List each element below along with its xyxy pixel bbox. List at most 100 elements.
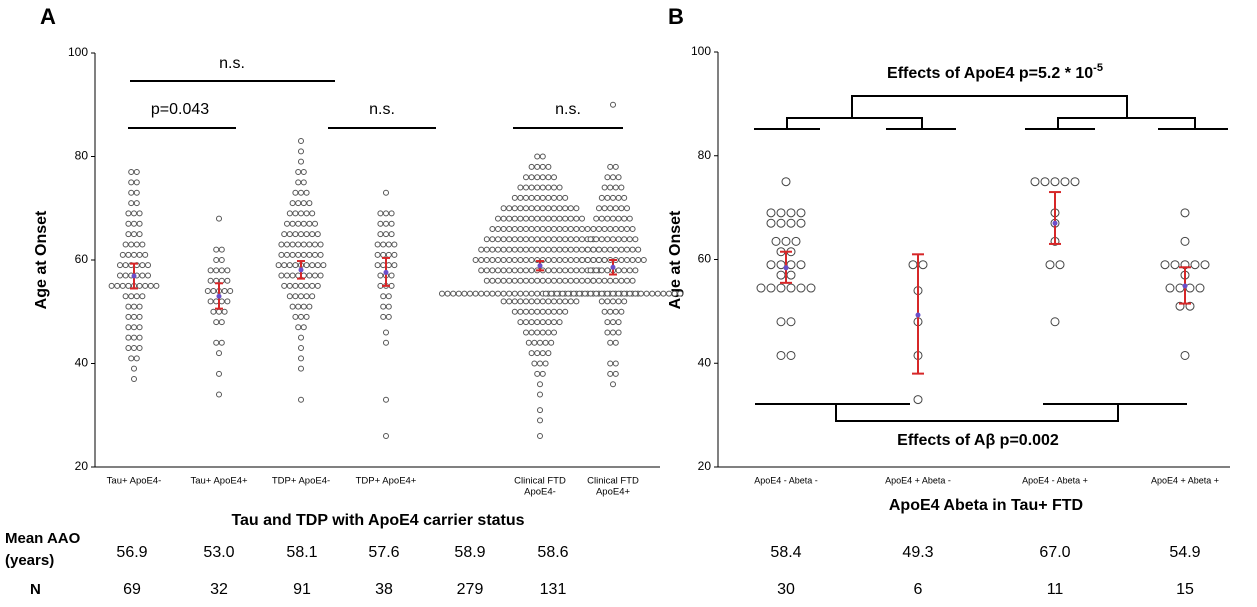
row-label: N [30, 581, 41, 598]
data-point [207, 277, 214, 284]
data-point [377, 231, 384, 238]
data-point [556, 184, 563, 191]
table-cell: 58.9 [454, 544, 485, 561]
data-point [292, 210, 299, 217]
data-point [125, 251, 132, 258]
data-point [108, 282, 115, 289]
data-point [551, 257, 557, 263]
data-point [383, 339, 389, 346]
data-point [539, 308, 546, 315]
data-point [610, 174, 616, 181]
data-point [495, 267, 501, 274]
data-point [776, 270, 786, 280]
data-point [218, 267, 225, 274]
data-point [495, 277, 501, 284]
data-point [539, 350, 546, 357]
data-point [545, 215, 552, 222]
data-point [303, 231, 310, 238]
data-point [584, 246, 591, 253]
y-tick-label: 40 [75, 356, 89, 370]
data-point [551, 298, 557, 305]
data-point [601, 246, 608, 253]
data-point [632, 290, 639, 297]
data-point [133, 355, 140, 362]
data-point [295, 303, 302, 310]
data-point [618, 225, 625, 232]
data-point [556, 246, 563, 253]
data-point [295, 200, 302, 207]
data-point [125, 313, 132, 320]
data-point [292, 262, 299, 269]
data-point [298, 365, 304, 372]
data-point [511, 257, 518, 263]
mean-marker [298, 267, 304, 273]
data-point [506, 290, 513, 297]
y-axis-title: Age at Onset [33, 210, 50, 309]
x-tick-label: Tau+ ApoE4- [107, 476, 162, 487]
data-point [292, 282, 299, 289]
data-point [786, 283, 796, 293]
data-point [534, 215, 541, 222]
data-point [295, 169, 302, 176]
data-point [312, 272, 318, 279]
data-point [570, 290, 577, 297]
data-point [528, 277, 535, 284]
data-point [133, 200, 140, 207]
data-point [621, 267, 628, 274]
data-point [806, 283, 816, 293]
data-point [556, 236, 563, 243]
data-point [776, 350, 786, 360]
data-point [306, 251, 313, 258]
data-point [117, 272, 123, 279]
data-point [383, 210, 389, 217]
data-point [210, 288, 217, 295]
data-point [523, 290, 529, 297]
x-tick-label: ApoE4+ [596, 487, 631, 498]
data-point [539, 205, 546, 212]
data-point [377, 220, 384, 227]
data-point [224, 277, 231, 284]
data-point [632, 267, 639, 274]
data-point [551, 225, 557, 232]
data-point [551, 267, 557, 274]
data-point [604, 298, 611, 305]
data-point [444, 290, 451, 297]
data-point [1165, 283, 1175, 293]
data-point [534, 153, 541, 160]
data-point [506, 215, 513, 222]
data-point [489, 267, 496, 274]
table-cell: 53.0 [203, 544, 234, 561]
data-point [579, 267, 585, 274]
data-point [618, 257, 625, 263]
data-point [593, 215, 600, 222]
data-point [500, 277, 507, 284]
data-point [545, 225, 552, 232]
data-point [618, 277, 625, 284]
x-tick-label: Clinical FTD [514, 476, 566, 487]
panel-label: B [668, 4, 684, 29]
data-point [523, 257, 529, 263]
data-point [565, 290, 572, 297]
data-point [542, 290, 549, 297]
data-point [1195, 283, 1205, 293]
data-point [312, 241, 318, 248]
data-point [615, 267, 622, 274]
data-point [213, 267, 220, 274]
data-point [122, 293, 129, 300]
data-point [607, 246, 614, 253]
data-point [133, 241, 140, 248]
data-point [450, 290, 457, 297]
panel-label: A [40, 4, 56, 29]
data-point [545, 298, 552, 305]
data-point [119, 282, 126, 289]
data-point [500, 298, 507, 305]
data-point [615, 174, 622, 181]
data-point [298, 282, 304, 289]
data-point [534, 350, 541, 357]
data-point [131, 376, 137, 383]
data-point [545, 350, 552, 357]
data-point [517, 236, 524, 243]
data-point [136, 251, 143, 258]
data-point [629, 257, 636, 263]
data-point [766, 208, 776, 218]
